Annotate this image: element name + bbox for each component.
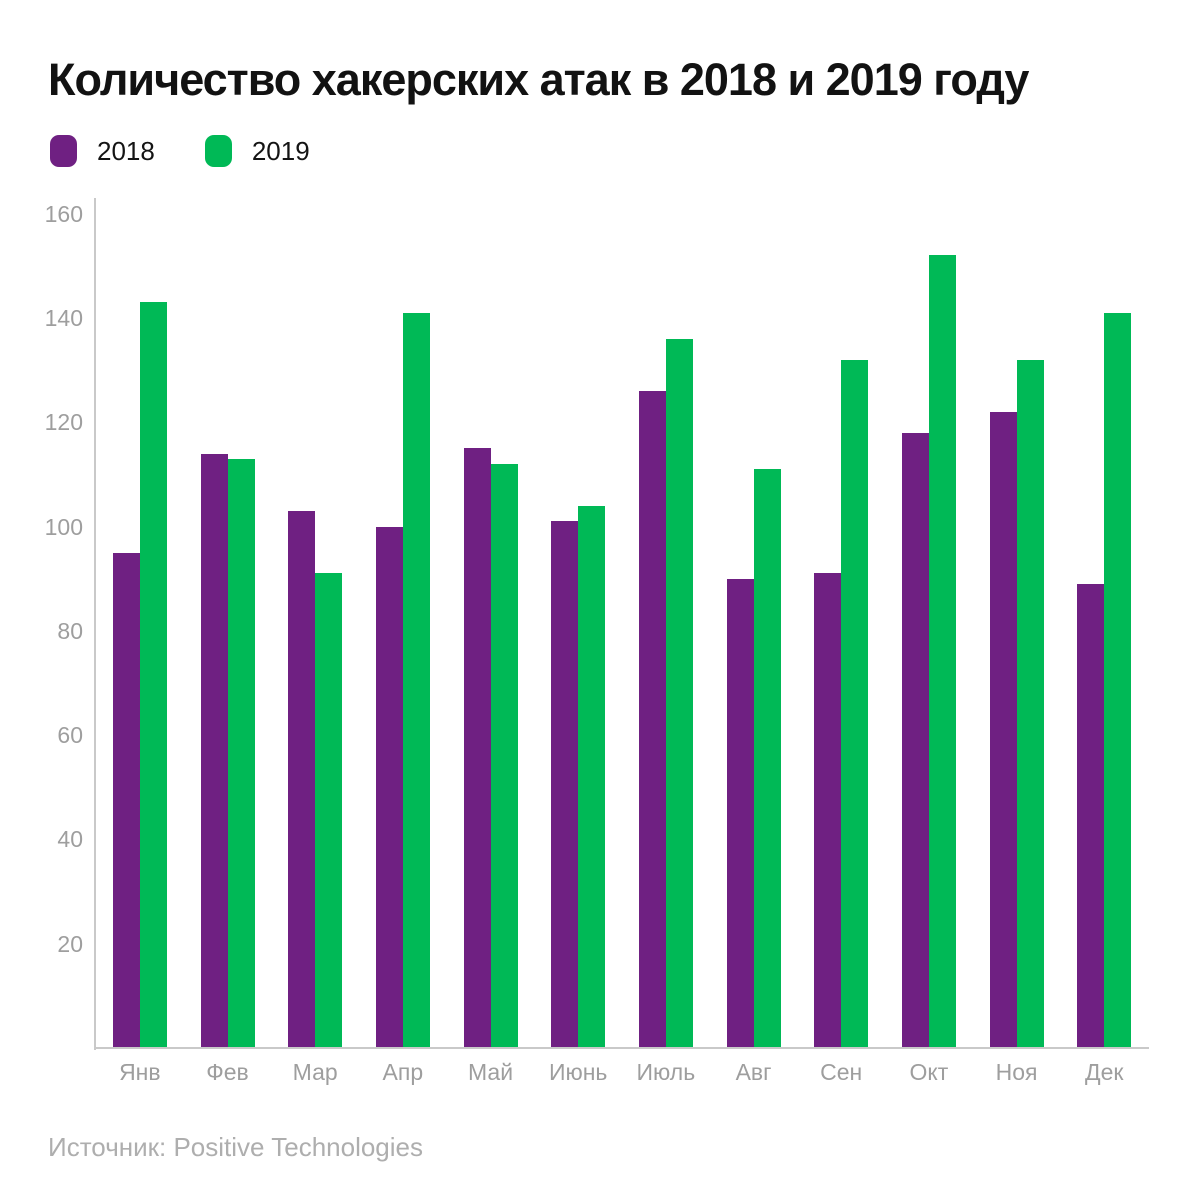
x-label-Мар: Мар <box>292 1059 338 1085</box>
source-note: Источник: Positive Technologies <box>48 1132 424 1162</box>
y-axis-line <box>94 198 96 1050</box>
y-axis-labels: 20 40 60 80 100 120 140 160 <box>0 198 83 1048</box>
bar-2018-Ноя <box>989 411 1017 1048</box>
x-label-Май: Май <box>467 1059 514 1085</box>
bar-2018-Авг <box>726 578 754 1048</box>
bar-2018-Июль <box>638 390 666 1048</box>
bar-group-Ноя <box>973 198 1061 1048</box>
bar-2019-Дек <box>1104 312 1132 1048</box>
x-label-Авг: Авг <box>735 1059 772 1085</box>
bar-group-Авг <box>710 198 798 1048</box>
bar-group-Фев <box>184 198 272 1048</box>
y-tick-label-160: 160 <box>44 200 83 227</box>
legend-swatch-2018-icon <box>50 135 77 167</box>
bar-group-Июнь <box>534 198 622 1048</box>
chart-title: Количество хакерских атак в 2018 и 2019 … <box>48 54 1029 105</box>
bar-2019-Авг <box>753 469 781 1048</box>
bar-2019-Июнь <box>578 505 606 1048</box>
bar-2019-Май <box>490 463 518 1048</box>
bar-2019-Сен <box>841 359 869 1048</box>
x-axis-line <box>94 1047 1149 1049</box>
x-label-Окт: Окт <box>909 1059 949 1085</box>
bar-group-Янв <box>96 198 184 1048</box>
bar-group-Май <box>447 198 535 1048</box>
bar-2019-Окт <box>928 255 956 1048</box>
bar-2018-Сен <box>814 573 842 1048</box>
bar-group-Окт <box>885 198 973 1048</box>
y-tick-label-60: 60 <box>57 722 83 749</box>
legend-item-2019: 2019 <box>204 135 310 167</box>
bar-2019-Мар <box>315 573 343 1048</box>
bar-group-Мар <box>271 198 359 1048</box>
bar-2019-Июль <box>665 338 693 1048</box>
bar-2018-Дек <box>1077 583 1105 1048</box>
x-label-Сен: Сен <box>820 1059 863 1085</box>
y-tick-label-20: 20 <box>57 930 83 957</box>
x-label-Янв: Янв <box>119 1059 161 1085</box>
bar-2019-Апр <box>402 312 430 1048</box>
x-axis-labels: Янв Фев Мар Апр Май Июнь Июль Авг Сен Окт Ноя Дек <box>96 1058 1148 1086</box>
y-tick-label-40: 40 <box>57 826 83 853</box>
bar-2018-Мар <box>288 510 316 1048</box>
bar-group-Сен <box>797 198 885 1048</box>
bar-2019-Янв <box>139 302 167 1048</box>
bar-group-Дек <box>1060 198 1148 1048</box>
bar-2019-Фев <box>227 458 255 1048</box>
bar-2018-Май <box>463 448 491 1048</box>
y-tick-label-100: 100 <box>44 513 83 540</box>
plot-area <box>96 198 1148 1048</box>
legend-label-2018: 2018 <box>97 135 155 166</box>
legend: 2018 2019 <box>50 135 310 167</box>
bar-group-Июль <box>622 198 710 1048</box>
legend-item-2018: 2018 <box>50 135 155 167</box>
x-label-Апр: Апр <box>382 1059 424 1085</box>
y-tick-label-80: 80 <box>57 617 83 644</box>
y-tick-label-140: 140 <box>44 304 83 331</box>
bar-2018-Июнь <box>551 521 579 1048</box>
x-label-Июнь: Июнь <box>548 1059 608 1085</box>
legend-swatch-2019-icon <box>204 135 232 167</box>
bar-2019-Ноя <box>1016 359 1044 1048</box>
x-label-Фев: Фев <box>206 1059 249 1085</box>
legend-label-2019: 2019 <box>251 135 310 166</box>
bar-2018-Апр <box>375 526 403 1048</box>
bar-group-Апр <box>359 198 447 1048</box>
bar-2018-Фев <box>200 453 228 1048</box>
x-label-Дек: Дек <box>1085 1059 1124 1085</box>
bar-2018-Янв <box>112 552 140 1048</box>
x-label-Ноя: Ноя <box>995 1059 1038 1085</box>
x-label-Июль: Июль <box>636 1059 696 1085</box>
y-tick-label-120: 120 <box>44 409 83 436</box>
bar-2018-Окт <box>901 432 929 1048</box>
